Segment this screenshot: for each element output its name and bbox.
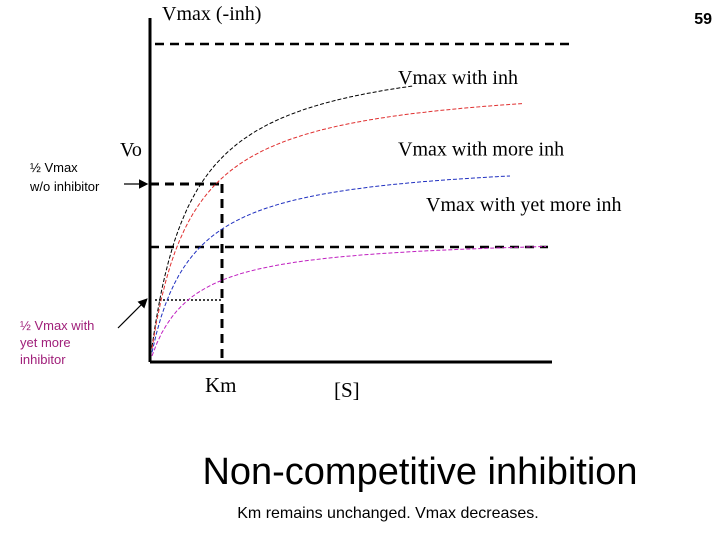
y-axis-label: Vo	[120, 139, 142, 161]
curves-group	[151, 85, 547, 357]
curve-series-3	[151, 175, 511, 353]
curve-series-4	[151, 246, 547, 357]
curve-series-2	[151, 103, 523, 349]
slide-title: Non-competitive inhibition	[202, 451, 637, 493]
series-label-3: Vmax with more inh	[398, 138, 564, 160]
half-vmax-no-inh-label: ½ Vmax w/o inhibitor	[29, 160, 100, 194]
half-vmax-no-inh-line-1: ½ Vmax	[30, 160, 78, 175]
x-axis-label: [S]	[334, 378, 360, 402]
chart-area: Vmax (-inh) Vmax with inh Vmax with more i…	[117, 3, 622, 402]
half-vmax-yet-more-line-2: yet more	[20, 335, 71, 350]
km-label: Km	[205, 373, 237, 397]
page-number: 59	[694, 11, 712, 28]
series-labels-group: Vmax (-inh) Vmax with inh Vmax with more i…	[162, 3, 622, 216]
series-label-2: Vmax with inh	[398, 67, 518, 89]
half-vmax-yet-more-line-3: inhibitor	[20, 352, 66, 367]
series-label-4: Vmax with yet more inh	[426, 194, 622, 216]
series-label-1: Vmax (-inh)	[162, 3, 261, 25]
slide-subtitle: Km remains unchanged. Vmax decreases.	[237, 505, 538, 522]
half-vmax-yet-more-label: ½ Vmax with yet more inhibitor	[20, 318, 98, 367]
arrow-half-vmax-yet-more	[117, 298, 148, 329]
curve-series-1	[151, 85, 415, 347]
half-vmax-no-inh-line-2: w/o inhibitor	[29, 179, 100, 194]
half-vmax-yet-more-line-1: ½ Vmax with	[20, 318, 94, 333]
